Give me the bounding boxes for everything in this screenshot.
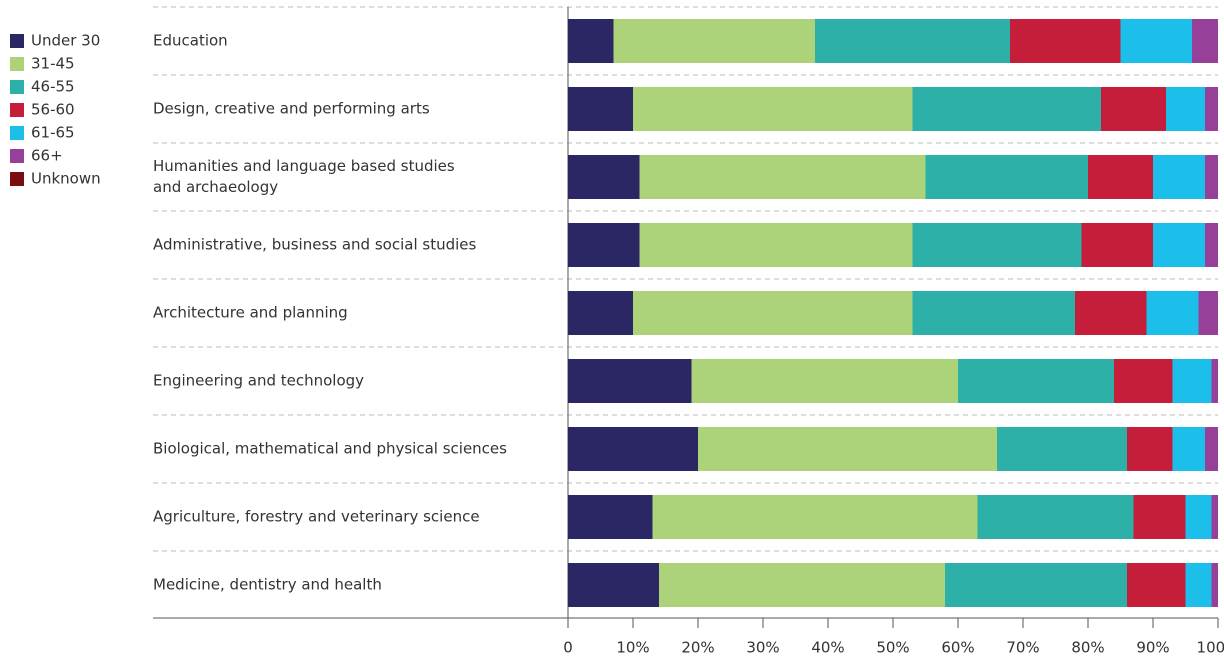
legend-swatch xyxy=(10,172,24,186)
x-tick-label: 40% xyxy=(811,639,844,657)
legend-swatch xyxy=(10,34,24,48)
bar-segment xyxy=(1166,87,1205,131)
legend-label: 46-55 xyxy=(31,78,75,96)
bar-segment xyxy=(613,19,815,63)
x-tick-label: 20% xyxy=(681,639,714,657)
bar-segment xyxy=(652,495,978,539)
legend-label: Under 30 xyxy=(31,32,100,50)
bar-segment xyxy=(1172,427,1205,471)
bar-segment xyxy=(1127,563,1186,607)
bar-segment xyxy=(1172,359,1212,403)
legend-label: 66+ xyxy=(31,147,63,165)
bar-segment xyxy=(568,563,659,607)
bar-segment xyxy=(1146,291,1199,335)
bar-segment xyxy=(568,87,633,131)
bar-segment xyxy=(639,223,913,267)
bar-segment xyxy=(1081,223,1153,267)
category-label: Administrative, business and social stud… xyxy=(153,235,477,254)
x-tick-label: 100% xyxy=(1197,639,1224,657)
bar-segment xyxy=(639,155,926,199)
x-tick-label: 80% xyxy=(1071,639,1104,657)
bar-segment xyxy=(1205,155,1218,199)
legend-swatch xyxy=(10,149,24,163)
bar-segment xyxy=(912,223,1082,267)
bar-segment xyxy=(568,155,640,199)
legend-swatch xyxy=(10,103,24,117)
bar-segment xyxy=(997,427,1127,471)
bar-segment xyxy=(568,495,653,539)
x-tick-label: 90% xyxy=(1136,639,1169,657)
legend-swatch xyxy=(10,80,24,94)
bar-segment xyxy=(945,563,1127,607)
category-label: Design, creative and performing arts xyxy=(153,99,430,118)
bar-segment xyxy=(1101,87,1166,131)
bar-segment xyxy=(633,291,913,335)
bar-segment xyxy=(1211,563,1218,607)
bar-segment xyxy=(1133,495,1186,539)
legend-label: 61-65 xyxy=(31,124,75,142)
x-tick-label: 50% xyxy=(876,639,909,657)
legend-swatch xyxy=(10,126,24,140)
bar-segment xyxy=(568,223,640,267)
bar-segment xyxy=(1153,155,1205,199)
bar-segment xyxy=(1088,155,1153,199)
bar-segment xyxy=(568,19,614,63)
category-label: Education xyxy=(153,31,228,50)
bar-segment xyxy=(912,291,1075,335)
bar-segment xyxy=(1211,495,1218,539)
bar-segment xyxy=(1205,223,1218,267)
bar-segment xyxy=(1010,19,1121,63)
bar-segment xyxy=(659,563,945,607)
legend-label: 56-60 xyxy=(31,101,75,119)
x-tick-label: 60% xyxy=(941,639,974,657)
category-label: Architecture and planning xyxy=(153,303,348,322)
bar-segment xyxy=(958,359,1114,403)
legend-swatch xyxy=(10,57,24,71)
bar-segment xyxy=(1205,87,1218,131)
bar-segment xyxy=(698,427,997,471)
category-label: Humanities and language based studies an… xyxy=(153,157,455,196)
bar-segment xyxy=(568,291,633,335)
bar-segment xyxy=(1185,495,1212,539)
legend-label: Unknown xyxy=(31,170,101,188)
bar-segment xyxy=(1185,563,1212,607)
bar-segment xyxy=(691,359,958,403)
bar-segment xyxy=(1198,291,1218,335)
bar-segment xyxy=(1114,359,1173,403)
category-label: Biological, mathematical and physical sc… xyxy=(153,439,507,458)
bar-segment xyxy=(912,87,1101,131)
bar-segment xyxy=(925,155,1088,199)
bar-segment xyxy=(1127,427,1173,471)
bar-segment xyxy=(568,359,692,403)
category-label: Medicine, dentistry and health xyxy=(153,575,382,594)
bar-segment xyxy=(1211,359,1218,403)
x-tick-label: 30% xyxy=(746,639,779,657)
bar-segment xyxy=(1120,19,1192,63)
bar-segment xyxy=(1153,223,1205,267)
x-tick-label: 0 xyxy=(563,639,573,657)
bar-segment xyxy=(1075,291,1147,335)
bar-segment xyxy=(1192,19,1218,63)
legend-label: 31-45 xyxy=(31,55,75,73)
x-tick-label: 70% xyxy=(1006,639,1039,657)
bar-segment xyxy=(815,19,1010,63)
x-tick-label: 10% xyxy=(616,639,649,657)
bar-segment xyxy=(568,427,698,471)
category-label: Agriculture, forestry and veterinary sci… xyxy=(153,507,480,526)
category-label: Engineering and technology xyxy=(153,371,365,390)
bar-segment xyxy=(633,87,913,131)
bar-segment xyxy=(977,495,1134,539)
bar-segment xyxy=(1205,427,1218,471)
